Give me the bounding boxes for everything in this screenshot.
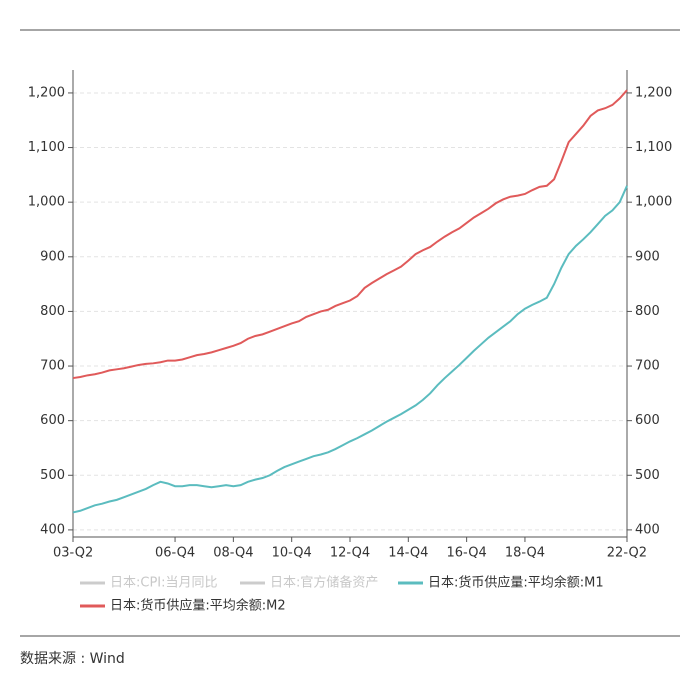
y2-tick-label: 1,200 xyxy=(635,85,672,100)
y-tick-label: 500 xyxy=(40,468,65,483)
legend-label: 日本:货币供应量:平均余额:M2 xyxy=(110,598,286,614)
x-tick-label: 16-Q4 xyxy=(447,546,487,561)
x-tick-label: 06-Q4 xyxy=(155,546,195,561)
y-tick-label: 1,100 xyxy=(28,140,65,155)
x-tick-label: 22-Q2 xyxy=(607,546,647,561)
y2-tick-label: 800 xyxy=(635,304,660,319)
series-line xyxy=(72,185,628,514)
x-tick-label: 08-Q4 xyxy=(213,546,253,561)
y2-tick-label: 700 xyxy=(635,359,660,374)
legend-label: 日本:货币供应量:平均余额:M1 xyxy=(428,575,604,591)
y-tick-label: 600 xyxy=(40,413,65,428)
y-tick-label: 700 xyxy=(40,359,65,374)
y2-tick-label: 600 xyxy=(635,413,660,428)
x-tick-label: 12-Q4 xyxy=(330,546,370,561)
y2-tick-label: 500 xyxy=(635,468,660,483)
source: 数据来源 : Wind xyxy=(20,651,125,667)
y-tick-label: 800 xyxy=(40,304,65,319)
legend-label: 日本:CPI:当月同比 xyxy=(110,576,218,591)
x-tick-label: 03-Q2 xyxy=(53,546,93,561)
x-tick-label: 14-Q4 xyxy=(388,546,428,561)
y2-tick-label: 1,000 xyxy=(635,195,672,210)
legend-label: 日本:官方储备资产 xyxy=(270,575,378,591)
x-tick-label: 18-Q4 xyxy=(505,546,545,561)
y2-tick-label: 900 xyxy=(635,249,660,264)
y2-tick-label: 400 xyxy=(635,522,660,537)
y-tick-label: 1,000 xyxy=(28,195,65,210)
y-tick-label: 1,200 xyxy=(28,85,65,100)
y-tick-label: 400 xyxy=(40,522,65,537)
x-tick-label: 10-Q4 xyxy=(272,546,312,561)
y-tick-label: 900 xyxy=(40,249,65,264)
series-line xyxy=(72,89,628,380)
y2-tick-label: 1,100 xyxy=(635,140,672,155)
